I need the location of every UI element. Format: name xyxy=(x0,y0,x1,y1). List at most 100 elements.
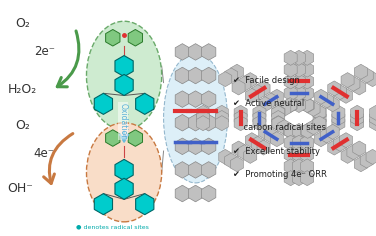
Polygon shape xyxy=(244,148,257,163)
Polygon shape xyxy=(332,110,345,126)
Polygon shape xyxy=(251,85,264,100)
Polygon shape xyxy=(347,145,360,160)
Polygon shape xyxy=(215,110,228,126)
Text: ✔  Active neutral: ✔ Active neutral xyxy=(233,99,304,108)
Polygon shape xyxy=(370,116,376,131)
Polygon shape xyxy=(272,116,285,131)
Text: ✔  Promoting 4e⁻ ORR: ✔ Promoting 4e⁻ ORR xyxy=(233,170,327,179)
Polygon shape xyxy=(202,138,216,155)
Polygon shape xyxy=(270,89,284,104)
Ellipse shape xyxy=(164,53,227,183)
Polygon shape xyxy=(115,159,133,181)
Polygon shape xyxy=(188,114,203,131)
Polygon shape xyxy=(106,130,120,146)
Polygon shape xyxy=(257,81,270,96)
Text: ✔  Excellent stability: ✔ Excellent stability xyxy=(233,147,320,156)
Polygon shape xyxy=(353,80,366,95)
Polygon shape xyxy=(188,162,203,178)
Polygon shape xyxy=(293,159,305,174)
Polygon shape xyxy=(340,88,352,103)
Polygon shape xyxy=(360,153,373,168)
Polygon shape xyxy=(202,162,216,178)
Polygon shape xyxy=(301,147,314,162)
Polygon shape xyxy=(353,141,366,156)
Polygon shape xyxy=(326,124,339,139)
Polygon shape xyxy=(313,105,326,120)
Polygon shape xyxy=(307,101,320,116)
Polygon shape xyxy=(360,68,373,83)
Polygon shape xyxy=(136,93,154,114)
Polygon shape xyxy=(259,97,272,112)
Polygon shape xyxy=(188,44,203,60)
Polygon shape xyxy=(354,157,367,172)
Polygon shape xyxy=(219,149,232,164)
FancyArrowPatch shape xyxy=(44,134,73,183)
Polygon shape xyxy=(301,62,314,77)
Polygon shape xyxy=(307,120,320,135)
Polygon shape xyxy=(264,128,277,143)
Polygon shape xyxy=(197,116,209,131)
Polygon shape xyxy=(284,135,297,150)
Text: ✔  Facile design: ✔ Facile design xyxy=(233,76,300,85)
Polygon shape xyxy=(313,116,326,131)
Polygon shape xyxy=(313,116,326,131)
Polygon shape xyxy=(215,105,228,120)
Polygon shape xyxy=(115,178,133,199)
Polygon shape xyxy=(332,116,345,131)
Polygon shape xyxy=(301,171,314,186)
Polygon shape xyxy=(293,135,305,150)
Polygon shape xyxy=(106,30,120,46)
Text: ● denotes radical sites: ● denotes radical sites xyxy=(76,224,149,229)
Polygon shape xyxy=(272,105,285,120)
Polygon shape xyxy=(253,116,266,131)
Polygon shape xyxy=(270,132,284,147)
Polygon shape xyxy=(224,68,238,83)
Polygon shape xyxy=(351,110,364,126)
Polygon shape xyxy=(175,67,190,84)
Polygon shape xyxy=(284,86,297,101)
Text: O₂: O₂ xyxy=(15,17,30,30)
Polygon shape xyxy=(284,62,297,77)
Polygon shape xyxy=(313,105,326,120)
Polygon shape xyxy=(94,194,112,215)
Polygon shape xyxy=(320,128,334,143)
Polygon shape xyxy=(175,185,190,202)
Polygon shape xyxy=(314,132,327,147)
Polygon shape xyxy=(301,123,314,139)
Polygon shape xyxy=(340,133,352,148)
Polygon shape xyxy=(284,74,297,89)
Polygon shape xyxy=(202,67,216,84)
Polygon shape xyxy=(272,105,285,120)
Polygon shape xyxy=(328,81,341,96)
Polygon shape xyxy=(347,76,360,91)
Text: 4e⁻: 4e⁻ xyxy=(34,147,55,160)
Polygon shape xyxy=(301,50,314,65)
Polygon shape xyxy=(246,88,258,103)
Polygon shape xyxy=(224,153,238,168)
Polygon shape xyxy=(301,98,314,113)
Polygon shape xyxy=(197,110,209,126)
Polygon shape xyxy=(234,110,247,126)
Polygon shape xyxy=(284,159,297,174)
Text: 2e⁻: 2e⁻ xyxy=(34,45,55,59)
Polygon shape xyxy=(175,162,190,178)
Polygon shape xyxy=(301,86,314,101)
Polygon shape xyxy=(328,140,341,155)
Polygon shape xyxy=(244,73,257,88)
Text: H₂O₂: H₂O₂ xyxy=(8,83,37,96)
Polygon shape xyxy=(278,120,291,135)
Polygon shape xyxy=(278,101,291,116)
Text: O₂: O₂ xyxy=(15,118,30,132)
Polygon shape xyxy=(175,44,190,60)
Polygon shape xyxy=(313,110,326,126)
Polygon shape xyxy=(284,171,297,186)
Polygon shape xyxy=(351,105,364,120)
Text: carbon radical sites: carbon radical sites xyxy=(233,123,326,132)
Polygon shape xyxy=(332,105,345,120)
Polygon shape xyxy=(257,140,270,155)
Polygon shape xyxy=(264,93,277,108)
Polygon shape xyxy=(253,105,266,120)
Polygon shape xyxy=(284,123,297,138)
Polygon shape xyxy=(232,141,245,156)
Polygon shape xyxy=(94,93,112,114)
